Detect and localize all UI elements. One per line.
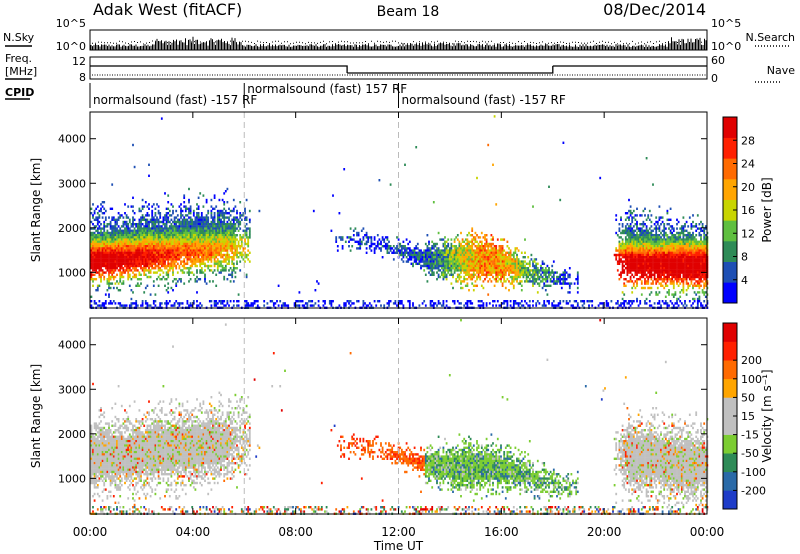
xlabel: Time UT xyxy=(373,539,424,553)
colorbar-label: Velocity [m s⁻¹] xyxy=(760,369,774,462)
nsky-tick-top: 10^5 xyxy=(56,17,86,30)
xtick-label-6: 00:00 xyxy=(690,525,725,539)
colorbar-tick-label-6: 28 xyxy=(741,134,755,147)
velocity-panel: 1000 2000 3000 4000 Slant Range [km] -200 -100… xyxy=(29,317,774,515)
ylabel: Slant Range [km] xyxy=(29,364,43,468)
heatmap-cells xyxy=(90,319,709,515)
nsearch-label: N.Search xyxy=(745,31,795,44)
colorbar-swatch-6 xyxy=(723,158,737,180)
colorbar-swatch-5 xyxy=(723,179,737,200)
nave-label: Nave xyxy=(767,64,795,77)
nsearch-tick-top: 10^5 xyxy=(711,17,741,30)
colorbar-tick-label-7: 200 xyxy=(741,354,762,367)
colorbar-swatch-7 xyxy=(723,360,737,380)
nsearch-tick-bottom: 10^0 xyxy=(711,40,741,53)
colorbar-tick-label-4: 20 xyxy=(741,181,755,194)
colorbar-swatch-1 xyxy=(723,471,737,491)
colorbar-tick-label-4: 15 xyxy=(741,410,755,423)
colorbar-swatch-3 xyxy=(723,220,737,242)
colorbar-tick-label-0: 4 xyxy=(741,274,748,287)
date-title: 08/Dec/2014 xyxy=(603,0,706,19)
colorbar-swatch-7 xyxy=(723,137,737,159)
freq-tick-top: 12 xyxy=(72,55,86,68)
ytick-label-2: 3000 xyxy=(58,177,86,190)
colorbar-tick-label-1: 8 xyxy=(741,251,748,264)
colorbar-swatch-1 xyxy=(723,261,737,283)
colorbar-tick-label-2: 12 xyxy=(741,227,755,240)
colorbar-tick-label-3: 16 xyxy=(741,204,755,217)
nave-tick-bottom: 0 xyxy=(711,72,718,85)
beam-title: Beam 18 xyxy=(377,4,440,20)
colorbar-swatch-0 xyxy=(723,282,737,304)
cpid-segment-2: normalsound (fast) -157 RF xyxy=(402,93,566,107)
colorbar-swatch-0 xyxy=(723,490,737,510)
xtick-label-4: 16:00 xyxy=(484,525,519,539)
frequency-trace xyxy=(90,65,707,74)
ylabel: Slant Range [km] xyxy=(29,158,43,262)
colorbar-label: Power [dB] xyxy=(760,177,774,242)
frequency-frame xyxy=(89,56,708,80)
xtick-label-5: 20:00 xyxy=(587,525,622,539)
freq-label-1: Freq. xyxy=(5,52,32,65)
cpid-segment-1: normalsound (fast) 157 RF xyxy=(247,82,407,96)
colorbar-swatch-4 xyxy=(723,416,737,435)
colorbar-tick-label-5: 50 xyxy=(741,391,755,404)
colorbar-swatch-8 xyxy=(723,341,737,361)
ytick-label-1: 2000 xyxy=(58,428,86,441)
cpid-label: CPID xyxy=(5,86,34,99)
station-title: Adak West (fitACF) xyxy=(93,0,242,19)
ytick-label-3: 4000 xyxy=(58,339,86,352)
colorbar-swatch-9 xyxy=(723,323,737,342)
nsky-tick-bottom: 10^0 xyxy=(56,40,86,53)
colorbar-swatch-3 xyxy=(723,434,737,454)
colorbar-swatch-5 xyxy=(723,397,737,417)
colorbar: 4 8 12 16 20 24 28 Power [dB] xyxy=(722,116,774,304)
colorbar-tick-label-5: 24 xyxy=(741,158,755,171)
ytick-label-3: 4000 xyxy=(58,133,86,146)
nsearch-trace xyxy=(92,40,705,45)
freq-tick-bottom: 8 xyxy=(79,71,86,84)
colorbar-swatch-8 xyxy=(723,117,737,138)
xtick-label-3: 12:00 xyxy=(381,525,416,539)
frequency-panel: Freq.[MHz] Nave 12 8 60 0 xyxy=(5,52,795,85)
power-panel: 1000 2000 3000 4000 Slant Range [km] 4 8 12 16 20… xyxy=(29,111,774,309)
time-axis: 00:00 04:00 08:00 12:00 16:00 20:00 00:00 Time … xyxy=(73,525,725,553)
header: Adak West (fitACF) Beam 18 08/Dec/2014 xyxy=(93,0,706,20)
colorbar-swatch-2 xyxy=(723,453,737,473)
nsky-label: N.Sky xyxy=(3,31,35,44)
colorbar-tick-label-0: -200 xyxy=(741,484,766,497)
ytick-label-2: 3000 xyxy=(58,383,86,396)
colorbar-tick-label-6: 100 xyxy=(741,373,762,386)
freq-label-2: [MHz] xyxy=(5,65,37,78)
cpid-segment-0: normalsound (fast) -157 RF xyxy=(93,93,257,107)
nave-tick-top: 60 xyxy=(711,54,725,67)
xtick-label-2: 08:00 xyxy=(278,525,313,539)
ytick-label-0: 1000 xyxy=(58,266,86,279)
colorbar-swatch-2 xyxy=(723,241,737,262)
colorbar-swatch-4 xyxy=(723,199,737,221)
noise-panel: N.Sky N.Search 10^5 10^0 10^5 10^0 xyxy=(3,17,795,53)
colorbar-tick-label-3: -15 xyxy=(741,429,759,442)
nsky-trace xyxy=(90,36,707,50)
ytick-label-1: 2000 xyxy=(58,222,86,235)
colorbar-swatch-6 xyxy=(723,378,737,398)
colorbar-tick-label-1: -100 xyxy=(741,466,766,479)
ytick-label-0: 1000 xyxy=(58,472,86,485)
colorbar: -200 -100 -50 -15 15 50 100 200 Velocity [m s⁻¹] xyxy=(722,322,774,510)
xtick-label-0: 00:00 xyxy=(73,525,108,539)
colorbar-tick-label-2: -50 xyxy=(741,447,759,460)
xtick-label-1: 04:00 xyxy=(176,525,211,539)
